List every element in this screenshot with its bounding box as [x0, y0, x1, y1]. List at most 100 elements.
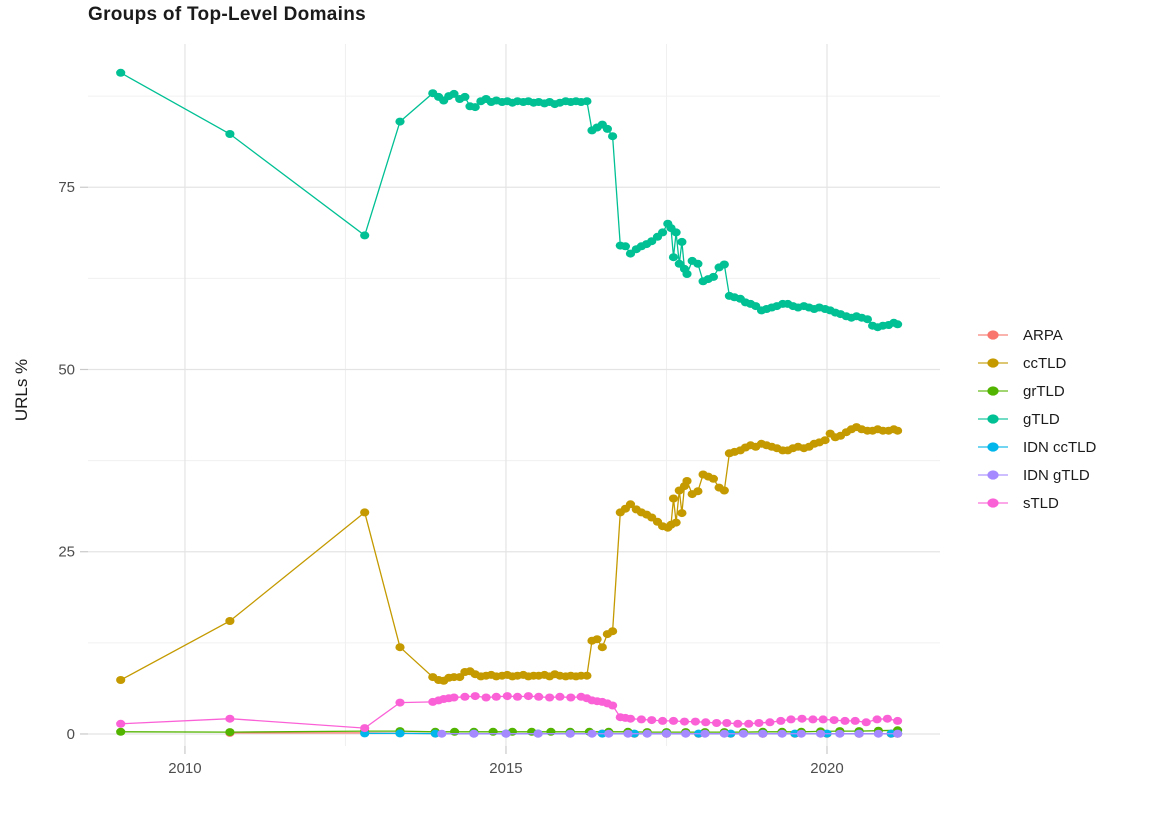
legend-item-label: gTLD	[1023, 410, 1060, 428]
series-cctld-point	[608, 627, 618, 636]
series-stld-point	[491, 692, 501, 701]
series-stld-point	[625, 714, 636, 723]
series-stld-point	[786, 715, 796, 724]
series-stld-point	[116, 719, 126, 728]
legend: ARPA ccTLD grTLD gTLD IDN ccTLD IDN gTLD sTLD	[977, 321, 1096, 517]
legend-item-label: ARPA	[1023, 326, 1063, 344]
series-gtld-point	[608, 132, 618, 141]
legend-item-label: grTLD	[1023, 382, 1065, 400]
series-stld-point	[754, 719, 764, 727]
series-stld-point	[818, 715, 828, 724]
series-idn-cctld-point	[395, 729, 405, 738]
series-cctld-point	[625, 500, 636, 509]
legend-key-arpa-icon	[978, 330, 1008, 340]
series-stld-point	[512, 692, 523, 701]
series-idn-gtld-point	[738, 729, 749, 738]
series-gtld-point	[693, 259, 703, 268]
series-stld-point	[690, 717, 701, 726]
series-stld-point	[829, 716, 839, 725]
series-idn-gtld-point	[835, 729, 845, 738]
series-cctld-point	[820, 436, 830, 445]
series-cctld-point	[668, 494, 679, 503]
series-grtld-point	[546, 727, 556, 736]
series-idn-gtld-point	[854, 729, 864, 738]
series-stld-point	[523, 692, 534, 701]
legend-item-gtld: gTLD	[977, 405, 1096, 433]
legend-item-grtld: grTLD	[977, 377, 1096, 405]
legend-item-cctld: ccTLD	[977, 349, 1096, 377]
series-stld-point	[733, 719, 743, 728]
legend-item-stld: sTLD	[977, 489, 1096, 517]
legend-key-dot	[987, 498, 999, 508]
chart-title: Groups of Top-Level Domains	[88, 4, 366, 25]
series-stld-point	[470, 692, 480, 701]
series-stld-point	[534, 692, 544, 701]
series-idn-gtld-point	[873, 729, 884, 738]
series-stld-point	[460, 692, 470, 701]
legend-key-dot	[987, 386, 999, 396]
series-cctld-point	[582, 671, 592, 680]
series-gtld-point	[620, 242, 631, 251]
series-gtld-point	[862, 315, 873, 324]
series-idn-gtld-point	[587, 729, 597, 738]
y-tick-label: 50	[58, 361, 75, 378]
series-gtld-point	[470, 103, 480, 112]
series-stld-point	[481, 693, 491, 702]
legend-key-idn-gtld-icon	[978, 470, 1008, 480]
series-stld-point	[360, 724, 370, 733]
series-idn-cctld-point	[430, 729, 440, 738]
series-gtld-point	[460, 92, 470, 101]
series-cctld-point	[395, 643, 405, 652]
x-tick-label: 2020	[810, 760, 843, 777]
legend-key-grtld-icon	[978, 386, 1008, 396]
series-stld-point	[744, 719, 754, 728]
series-stld-point	[502, 692, 512, 701]
series-cctld-point	[592, 635, 602, 644]
y-tick-label: 75	[58, 179, 75, 196]
series-stld-point	[647, 716, 657, 725]
series-stld-point	[765, 718, 775, 727]
series-stld-point	[395, 698, 405, 707]
series-cctld-point	[225, 617, 235, 625]
y-tick-label: 25	[58, 544, 75, 561]
series-cctld-point	[677, 509, 687, 518]
series-idn-gtld-point	[661, 729, 672, 738]
series-stld-point	[797, 714, 807, 723]
series-stld-point	[776, 716, 786, 725]
series-gtld-point	[602, 124, 613, 133]
series-stld-point	[668, 716, 679, 725]
series-stld-point	[566, 693, 576, 702]
series-stld-point	[679, 717, 690, 726]
series-stld-point	[608, 701, 618, 710]
series-gtld-point	[582, 97, 592, 106]
legend-key-dot	[987, 470, 999, 480]
series-gtld-point	[671, 228, 681, 237]
legend-item-label: IDN gTLD	[1023, 466, 1090, 484]
series-stld-point	[882, 714, 893, 723]
series-idn-gtld-point	[700, 729, 710, 738]
series-stld-point	[225, 714, 235, 723]
series-grtld-point	[450, 727, 460, 736]
legend-key-cctld-icon	[978, 358, 1008, 368]
series-stld-point	[545, 693, 555, 702]
legend-key-dot	[987, 330, 999, 340]
series-gtld-point	[668, 253, 679, 262]
x-tick-label: 2015	[489, 760, 522, 777]
series-idn-gtld-point	[501, 729, 511, 738]
series-idn-gtld-point	[777, 729, 787, 738]
legend-key-dot	[987, 358, 999, 368]
series-idn-gtld-point	[893, 729, 903, 738]
series-idn-gtld-point	[642, 729, 652, 738]
series-stld-point	[555, 692, 565, 701]
series-idn-gtld-point	[437, 729, 447, 738]
series-cctld-point	[360, 508, 370, 517]
series-idn-gtld-point	[565, 729, 575, 738]
legend-item-idn-gtld: IDN gTLD	[977, 461, 1096, 489]
series-gtld-point	[116, 68, 126, 77]
series-idn-gtld-point	[758, 729, 768, 738]
series-gtld-point	[677, 237, 687, 246]
series-cctld-point	[682, 477, 692, 485]
series-stld-point	[701, 718, 711, 727]
series-stld-point	[893, 716, 903, 725]
